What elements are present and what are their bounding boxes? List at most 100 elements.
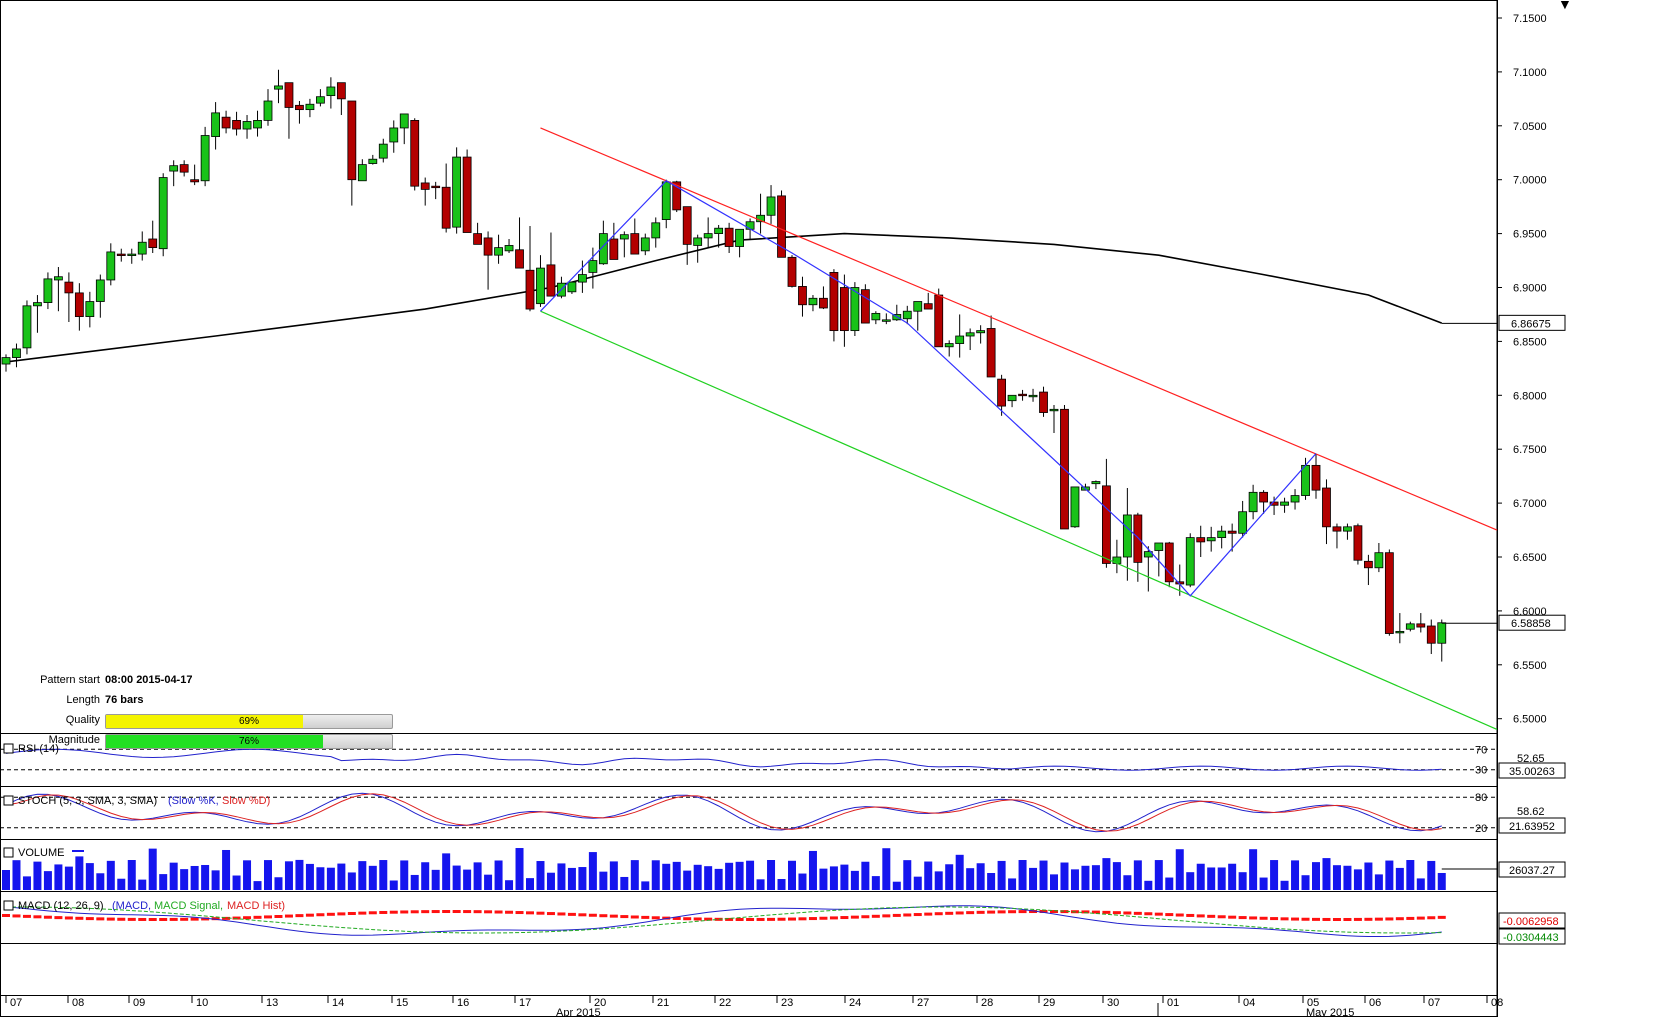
volume-bar-62 (651, 860, 660, 890)
magnitude-label: Magnitude (48, 734, 100, 746)
macd-hist-bar-91 (955, 911, 964, 915)
rsi-mid-label: 52.65 (1517, 753, 1545, 765)
volume-bar-104 (1091, 865, 1100, 890)
candle-body-128 (1343, 526, 1352, 532)
candle-body-13 (137, 241, 147, 255)
volume-bar-31 (326, 867, 335, 890)
candle-body-26 (274, 85, 283, 90)
quality-label: Quality (65, 714, 100, 726)
candle-104 (1091, 480, 1101, 490)
volume-bar-7 (75, 856, 84, 890)
candle-body-71 (745, 221, 755, 230)
macd-hist-bar-41 (431, 910, 440, 914)
candle-body-12 (127, 253, 137, 256)
candle-78 (819, 286, 828, 310)
candle-body-48 (504, 245, 514, 252)
moving-average-path (5, 232, 1443, 363)
candle-39 (410, 118, 420, 191)
volume-bar-108 (1133, 860, 1142, 890)
candle-body-68 (714, 227, 724, 235)
candle-body-132 (1384, 552, 1394, 634)
candle-body-125 (1311, 464, 1321, 491)
candle-117 (1227, 523, 1237, 552)
day-label-2: 09 (133, 997, 145, 1009)
volume-bar-68 (714, 868, 723, 890)
volume-bar-111 (1165, 877, 1174, 890)
volume-bar-17 (180, 869, 189, 890)
candle-13 (137, 231, 147, 261)
volume-bar-26 (274, 877, 283, 890)
macd-hist-bar-23 (243, 916, 252, 920)
candle-body-27 (284, 82, 294, 108)
volume-bar-80 (840, 864, 849, 890)
price-tick-label-8: 6.7500 (1513, 444, 1547, 456)
corner-marker[interactable]: ▼ (1558, 0, 1572, 12)
candle-100 (1049, 405, 1059, 434)
macd-hist-bar-129 (1353, 917, 1362, 921)
macd-hist-bar-13 (138, 917, 147, 921)
pattern-start-value: 08:00 2015-04-17 (105, 674, 193, 686)
macd-hist-bar-77 (808, 917, 817, 921)
volume-bar-3 (33, 861, 42, 890)
volume-bar-65 (683, 870, 692, 890)
macd-hist-bar-131 (1374, 917, 1383, 921)
volume-bar-123 (1291, 860, 1300, 890)
candle-48 (504, 238, 514, 254)
macd-hist-bar-1 (12, 914, 21, 918)
macd-hist-bar-130 (1364, 917, 1373, 921)
candle-76 (798, 276, 807, 317)
candle-49 (515, 217, 524, 269)
macd-hist-bar-59 (620, 915, 629, 919)
volume-bar-9 (96, 873, 105, 890)
day-label-15: 28 (981, 997, 993, 1009)
macd-hist-bar-112 (1175, 913, 1184, 917)
volume-bar-72 (756, 879, 765, 890)
candle-12 (127, 248, 137, 264)
volume-bar-73 (767, 860, 776, 890)
volume-bar-125 (1312, 862, 1320, 890)
candle-7 (74, 283, 84, 331)
candle-73 (766, 185, 776, 224)
volume-bar-30 (316, 867, 325, 890)
volume-bar-89 (934, 871, 943, 890)
candle-body-24 (253, 120, 262, 129)
volume-bar-14 (148, 848, 157, 890)
macd-hist-bar-29 (305, 913, 314, 917)
last-price-label-box (1498, 614, 1566, 631)
macd-hist-bar-0 (2, 914, 10, 917)
candle-34 (357, 159, 367, 182)
magnitude-bar-fill (106, 735, 324, 748)
macd-value-label-2: -0.0304443 (1503, 932, 1559, 944)
volume-bar-1 (12, 860, 21, 890)
candle-body-7 (74, 292, 84, 318)
candle-body-80 (840, 287, 849, 332)
candle-body-29 (305, 103, 315, 111)
rsi-title-toggle (3, 743, 14, 754)
pattern-start-row: Pattern start 08:00 2015-04-17 (6, 672, 426, 688)
volume-bar-130 (1364, 862, 1373, 890)
candle-body-120 (1259, 491, 1268, 503)
macd-hist-bar-137 (1437, 915, 1446, 919)
macd-hist-bar-56 (588, 913, 597, 917)
candle-body-123 (1290, 495, 1300, 503)
macd-hist-bar-32 (337, 912, 346, 916)
candle-body-17 (179, 164, 189, 173)
volume-bar-5 (54, 864, 63, 890)
volume-bar-58 (609, 861, 618, 890)
day-label-10: 21 (657, 997, 669, 1009)
candle-55 (578, 260, 587, 293)
candle-20 (211, 102, 221, 150)
macd-hist-bar-9 (96, 917, 105, 921)
volume-bar-8 (85, 863, 94, 890)
macd-hist-bar-109 (1144, 912, 1153, 916)
candle-body-73 (766, 196, 776, 216)
candle-50 (525, 226, 535, 312)
macd-hist-bar-86 (903, 913, 912, 917)
candle-31 (326, 77, 336, 109)
volume-bar-53 (557, 863, 566, 890)
day-label-19: 04 (1243, 997, 1255, 1009)
macd-hist-bar-124 (1301, 917, 1310, 921)
candle-body-50 (525, 269, 535, 310)
